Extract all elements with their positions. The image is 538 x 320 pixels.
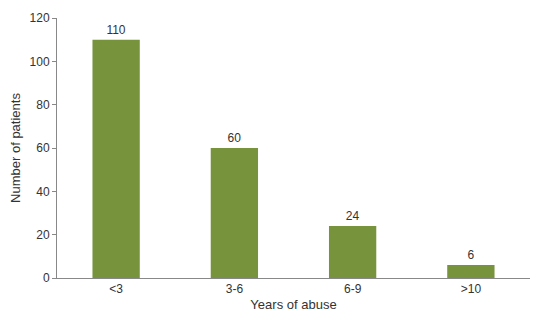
svg-text:Number of patients: Number of patients: [8, 93, 23, 203]
svg-text:6-9: 6-9: [344, 282, 362, 296]
svg-text:0: 0: [43, 271, 50, 285]
svg-text:60: 60: [228, 131, 242, 145]
svg-text:24: 24: [346, 209, 360, 223]
svg-text:80: 80: [36, 98, 50, 112]
svg-text:20: 20: [36, 228, 50, 242]
svg-text:>10: >10: [461, 282, 482, 296]
svg-text:60: 60: [36, 141, 50, 155]
svg-text:<3: <3: [109, 282, 123, 296]
svg-text:3-6: 3-6: [226, 282, 244, 296]
svg-text:100: 100: [30, 55, 50, 69]
svg-text:6: 6: [467, 248, 474, 262]
svg-text:120: 120: [30, 11, 50, 25]
svg-text:40: 40: [36, 185, 50, 199]
svg-text:110: 110: [106, 23, 125, 37]
svg-text:Years of abuse: Years of abuse: [250, 297, 336, 312]
